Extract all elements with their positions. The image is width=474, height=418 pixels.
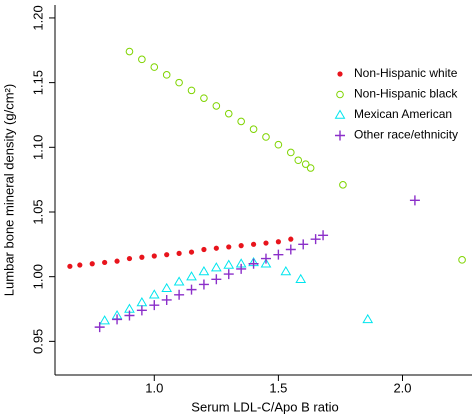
point	[89, 261, 95, 267]
point	[198, 266, 210, 276]
point	[285, 244, 296, 255]
legend-marker	[336, 90, 344, 99]
point	[161, 294, 172, 305]
point	[201, 246, 207, 253]
point	[125, 47, 134, 56]
point	[136, 297, 148, 307]
point	[295, 273, 307, 283]
legend-label: Non-Hispanic black	[354, 87, 458, 101]
point	[114, 258, 120, 264]
y-tick-label: 1.10	[30, 135, 45, 160]
point	[310, 234, 321, 245]
point	[287, 148, 295, 157]
point	[164, 252, 170, 258]
y-axis-title: Lumbar bone mineral density (g/cm²)	[1, 84, 16, 296]
legend-label: Mexican American	[354, 107, 452, 121]
y-tick-label: 1.00	[30, 264, 45, 289]
x-axis-title: Serum LDL-C/Apo B ratio	[191, 399, 338, 414]
legend-label: Non-Hispanic white	[354, 66, 458, 80]
y-tick-label: 1.15	[30, 70, 45, 95]
point	[67, 263, 73, 269]
point	[99, 315, 111, 325]
point	[150, 63, 159, 71]
point	[211, 274, 222, 285]
legend-marker	[334, 109, 346, 119]
point	[198, 279, 209, 290]
point	[188, 249, 195, 255]
point	[224, 109, 233, 118]
point	[294, 156, 303, 165]
point	[275, 239, 281, 245]
point	[186, 284, 197, 295]
point	[280, 266, 292, 276]
point	[126, 255, 133, 262]
point	[162, 71, 171, 79]
point	[248, 258, 259, 269]
point	[262, 133, 270, 141]
point	[250, 241, 257, 247]
point	[148, 289, 160, 299]
point	[306, 164, 315, 172]
point	[176, 250, 182, 256]
y-tick-label: 1.05	[30, 199, 45, 224]
point	[238, 243, 244, 249]
point	[318, 230, 329, 241]
point	[409, 195, 420, 206]
y-tick-label: 1.20	[30, 5, 45, 30]
point	[260, 258, 272, 268]
point	[223, 259, 235, 269]
point	[175, 78, 183, 87]
point	[94, 322, 105, 333]
point	[151, 253, 157, 259]
point	[173, 276, 185, 286]
point	[339, 181, 347, 189]
point	[161, 282, 173, 293]
x-tick-label: 2.0	[393, 380, 411, 395]
point	[274, 140, 283, 149]
point	[288, 236, 294, 242]
point	[301, 160, 310, 168]
point	[139, 254, 145, 260]
point	[210, 262, 222, 272]
point	[260, 253, 271, 264]
x-tick-label: 1.0	[145, 380, 163, 395]
point	[226, 244, 232, 250]
point	[237, 117, 245, 126]
point	[200, 94, 208, 102]
point	[212, 102, 221, 110]
point	[77, 262, 83, 268]
point	[236, 263, 247, 274]
point	[213, 245, 219, 251]
point	[102, 259, 108, 266]
point	[223, 269, 234, 280]
point	[362, 313, 374, 324]
point	[124, 310, 135, 321]
legend-marker	[337, 71, 343, 77]
point	[149, 300, 160, 311]
point	[458, 256, 466, 264]
point	[187, 86, 196, 95]
point	[186, 271, 197, 281]
point	[273, 249, 284, 260]
point	[136, 305, 147, 316]
point	[174, 289, 185, 300]
point	[138, 55, 146, 64]
point	[249, 125, 258, 133]
y-tick-label: 0.95	[30, 329, 45, 354]
point	[263, 240, 269, 246]
x-tick-label: 1.5	[269, 380, 287, 395]
legend-label: Other race/ethnicity	[354, 128, 458, 142]
legend-marker	[335, 130, 345, 141]
point	[112, 314, 123, 325]
point	[298, 239, 309, 250]
